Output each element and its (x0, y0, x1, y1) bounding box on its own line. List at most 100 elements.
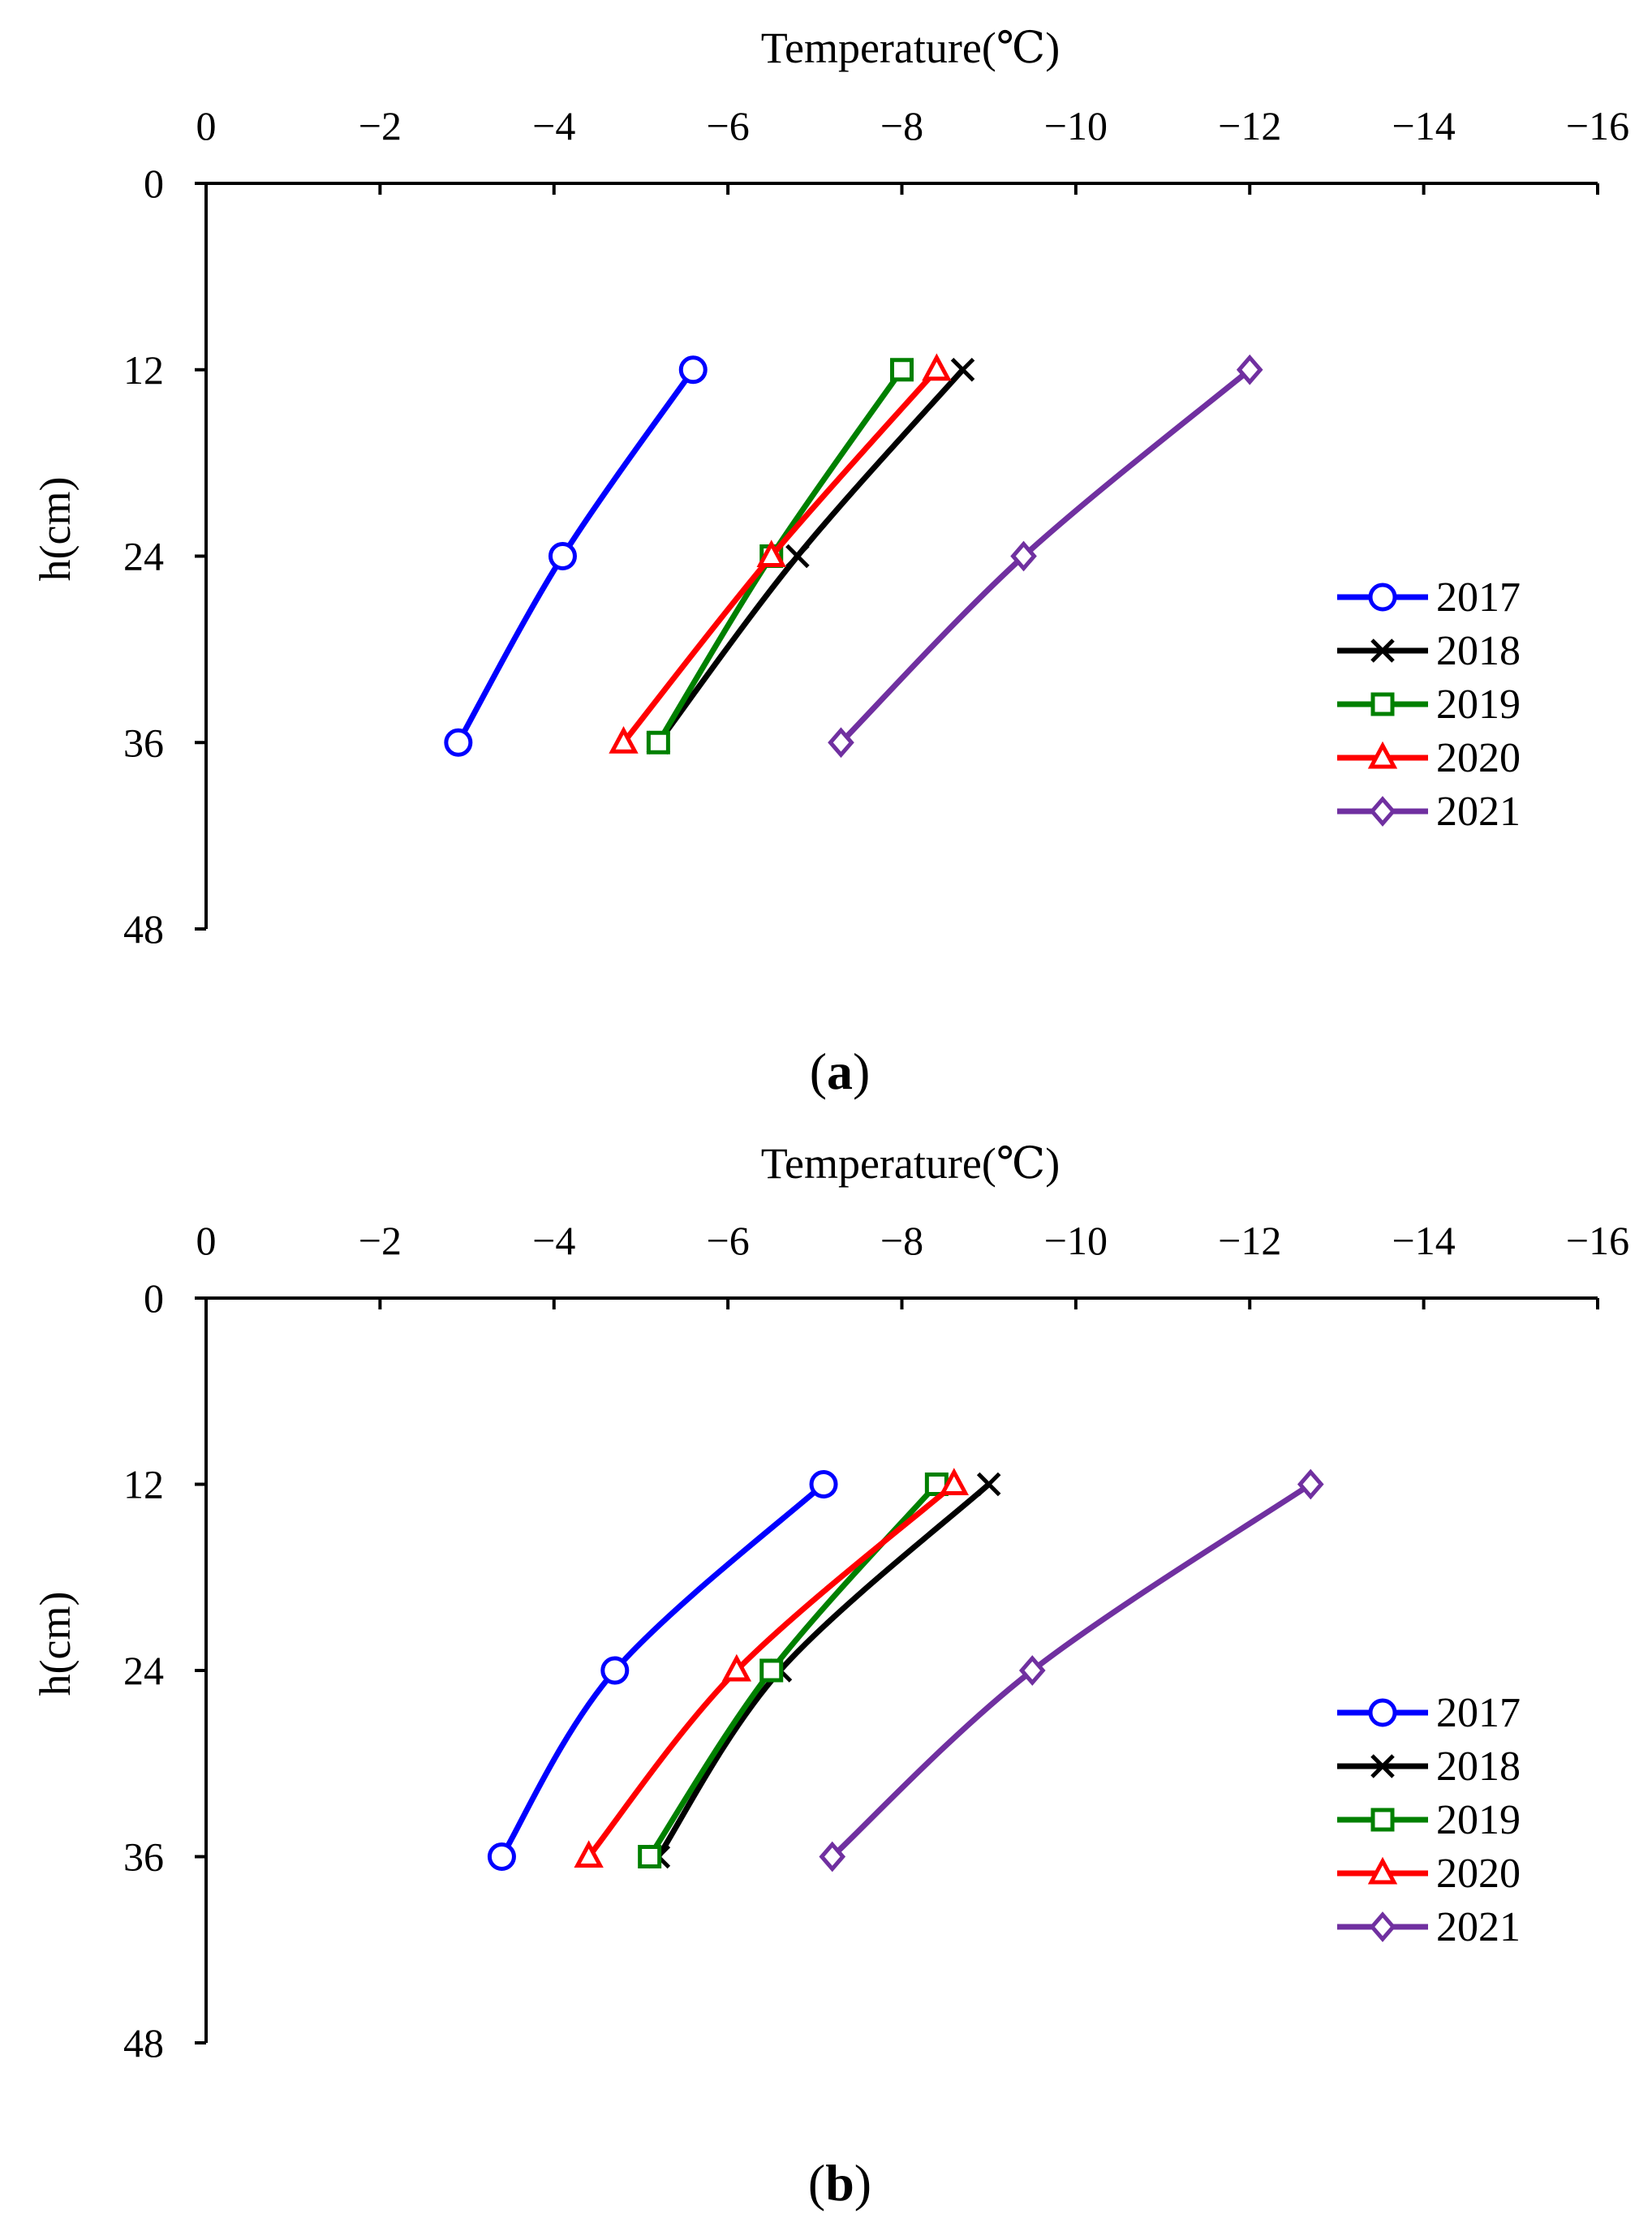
data-point-2017 (548, 542, 577, 570)
y-axis-title: h(cm) (31, 477, 80, 582)
legend-swatch-2018 (1337, 638, 1428, 663)
axes (195, 182, 1599, 931)
legend-label-2017: 2017 (1436, 1690, 1521, 1736)
legend-swatch-2021 (1337, 1911, 1428, 1942)
legend-label-2020: 2020 (1436, 1851, 1521, 1897)
x-tick-label: −6 (707, 1218, 750, 1263)
series-line-2021 (838, 368, 1252, 745)
data-point-2017 (809, 1470, 838, 1498)
x-tick-labels: 0 −2 −4 −6 −8 −10 −12 −14 −16 (196, 1218, 1630, 1263)
legend-marker-2021 (1369, 796, 1396, 827)
legend-swatch-2019 (1337, 1808, 1428, 1832)
legend-marker-2017 (1368, 583, 1397, 612)
x-tick-label: −2 (359, 1218, 402, 1263)
x-tick-label: −12 (1218, 1218, 1281, 1263)
legend-marker-2020 (1367, 1856, 1398, 1885)
data-point-2021 (1010, 540, 1037, 572)
chart-panel-a: Temperature(℃) h(cm) 0 −2 −4 −6 −8 −10 −… (31, 24, 1629, 1100)
y-tick-label: 0 (144, 1275, 164, 1321)
legend-swatch-2017 (1337, 583, 1428, 612)
x-tick-label: −14 (1392, 1218, 1456, 1263)
data-point-2017 (487, 1842, 516, 1871)
data-point-2021 (1297, 1468, 1324, 1500)
x-tick-label: −6 (707, 103, 750, 148)
x-tick-label: −16 (1566, 1218, 1629, 1263)
y-tick-label: 24 (123, 1648, 164, 1693)
legend-swatch-2017 (1337, 1698, 1428, 1727)
data-point-2018 (785, 544, 810, 569)
x-tick-label: −2 (359, 103, 402, 148)
legend-swatch-2019 (1337, 692, 1428, 716)
legend: 2017 2018 2019 2020 2021 (1337, 1690, 1521, 1950)
legend-marker-2017 (1368, 1698, 1397, 1727)
data-point-2017 (444, 728, 473, 757)
y-axis-title: h(cm) (31, 1592, 80, 1696)
x-tick-label: −8 (880, 103, 923, 148)
data-point-2021 (828, 727, 854, 759)
series-line-2018 (656, 1481, 992, 1859)
data-point-2020 (609, 725, 639, 754)
legend-label-2017: 2017 (1436, 574, 1521, 621)
x-tick-label: −16 (1566, 103, 1629, 148)
axes (195, 1296, 1599, 2044)
y-tick-label: 48 (123, 2020, 164, 2066)
chart-panel-b: Temperature(℃) h(cm) 0 −2 −4 −6 −8 −10 −… (31, 1139, 1629, 2212)
data-point-2019 (890, 358, 914, 382)
x-tick-label: −4 (532, 103, 575, 148)
legend-label-2018: 2018 (1436, 1743, 1521, 1790)
x-tick-label: −14 (1392, 103, 1456, 148)
y-tick-label: 12 (123, 1462, 164, 1507)
legend-label-2019: 2019 (1436, 681, 1521, 728)
y-tick-labels: 0 12 24 36 48 (123, 1275, 164, 2066)
x-tick-label: 0 (196, 1218, 217, 1263)
x-tick-label: −10 (1044, 1218, 1108, 1263)
legend-marker-2019 (1370, 1808, 1395, 1832)
x-tick-label: −12 (1218, 103, 1281, 148)
legend-marker-2019 (1370, 692, 1395, 716)
x-tick-label: −4 (532, 1218, 575, 1263)
legend-swatch-2020 (1337, 741, 1428, 769)
x-axis-title: Temperature(℃) (761, 24, 1060, 72)
y-tick-label: 48 (123, 906, 164, 952)
data-point-2019 (759, 1658, 784, 1683)
y-tick-label: 36 (123, 720, 164, 765)
data-point-2017 (600, 1656, 630, 1685)
panel-label-a: (a) (810, 1043, 871, 1100)
y-tick-label: 0 (144, 161, 164, 206)
data-point-2020 (922, 353, 952, 381)
legend-swatch-2020 (1337, 1856, 1428, 1885)
legend-label-2021: 2021 (1436, 1904, 1521, 1950)
x-tick-label: −8 (880, 1218, 923, 1263)
data-point-2021 (1018, 1655, 1046, 1686)
panel-label-b: (b) (808, 2154, 871, 2212)
x-tick-label: −10 (1044, 103, 1108, 148)
series-layer (444, 353, 1263, 759)
legend-label-2020: 2020 (1436, 735, 1521, 781)
data-point-2019 (638, 1845, 662, 1868)
legend: 2017 2018 2019 2020 2021 (1337, 574, 1521, 835)
legend-swatch-2021 (1337, 796, 1428, 827)
legend-marker-2018 (1370, 1754, 1395, 1778)
x-tick-label: 0 (196, 103, 217, 148)
series-line-2018 (656, 368, 966, 745)
x-axis-title: Temperature(℃) (761, 1139, 1060, 1188)
legend-label-2021: 2021 (1436, 789, 1521, 835)
data-point-2021 (1236, 354, 1263, 385)
data-point-2020 (939, 1468, 969, 1495)
data-point-2017 (678, 355, 708, 385)
y-tick-labels: 0 12 24 36 48 (123, 161, 164, 952)
y-tick-label: 36 (123, 1834, 164, 1880)
data-point-2018 (976, 1472, 1001, 1497)
legend-marker-2021 (1369, 1911, 1396, 1942)
y-tick-label: 24 (123, 534, 164, 579)
legend-swatch-2018 (1337, 1754, 1428, 1778)
data-point-2021 (819, 1841, 846, 1872)
series-line-2021 (830, 1481, 1313, 1860)
data-point-2020 (756, 540, 786, 567)
legend-label-2018: 2018 (1436, 628, 1521, 674)
legend-label-2019: 2019 (1436, 1797, 1521, 1843)
x-tick-labels: 0 −2 −4 −6 −8 −10 −12 −14 −16 (196, 103, 1630, 148)
legend-marker-2020 (1367, 741, 1398, 769)
series-layer (487, 1468, 1324, 1872)
